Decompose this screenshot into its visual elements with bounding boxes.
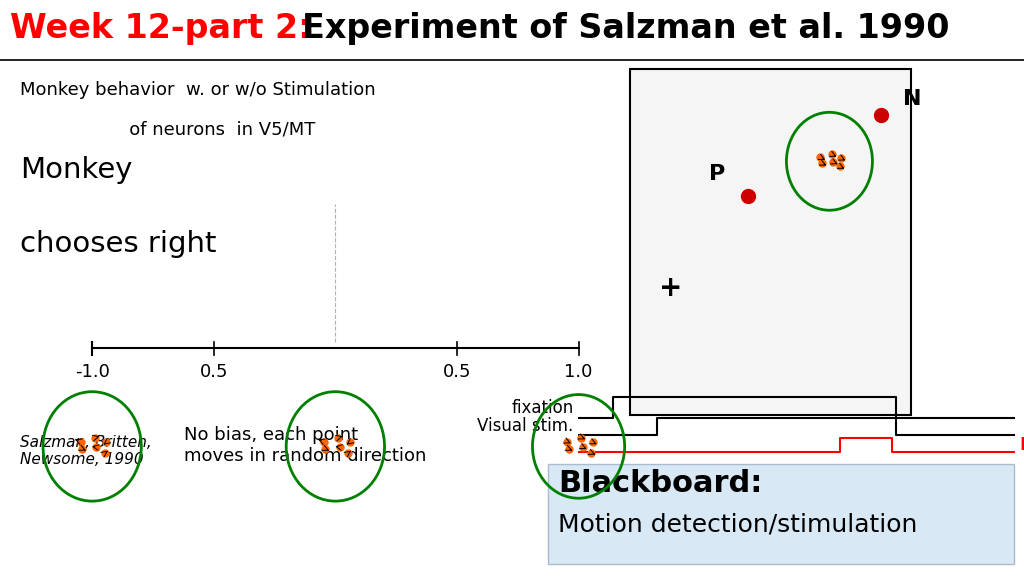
- Text: No bias, each point
moves in random direction: No bias, each point moves in random dire…: [184, 426, 427, 465]
- Text: fixation: fixation: [511, 399, 573, 416]
- Text: Salzman, Britten,
Newsome, 1990: Salzman, Britten, Newsome, 1990: [20, 435, 153, 467]
- Text: +: +: [659, 274, 682, 302]
- Text: Week 12-part 2:: Week 12-part 2:: [10, 12, 335, 44]
- Text: P: P: [709, 164, 725, 184]
- FancyBboxPatch shape: [630, 69, 911, 415]
- Text: 1.0: 1.0: [564, 363, 593, 381]
- Text: Motion detection/stimulation: Motion detection/stimulation: [558, 513, 918, 537]
- Text: -1.0: -1.0: [75, 363, 110, 381]
- FancyBboxPatch shape: [548, 464, 1014, 564]
- Text: X = coherent motion
to bottom right: X = coherent motion to bottom right: [650, 464, 867, 507]
- Text: N: N: [903, 89, 922, 109]
- Text: Blackboard:: Blackboard:: [558, 469, 763, 498]
- Text: of neurons  in V5/MT: of neurons in V5/MT: [20, 121, 315, 139]
- Text: Experiment of Salzman et al. 1990: Experiment of Salzman et al. 1990: [302, 12, 949, 44]
- Text: Monkey behavior  w. or w/o Stimulation: Monkey behavior w. or w/o Stimulation: [20, 81, 376, 98]
- Text: 0.5: 0.5: [442, 363, 471, 381]
- Text: 0.5: 0.5: [200, 363, 228, 381]
- Text: LED: LED: [1019, 436, 1024, 454]
- Text: chooses right: chooses right: [20, 230, 217, 259]
- Text: Visual stim.: Visual stim.: [477, 417, 573, 435]
- Text: Monkey: Monkey: [20, 156, 133, 184]
